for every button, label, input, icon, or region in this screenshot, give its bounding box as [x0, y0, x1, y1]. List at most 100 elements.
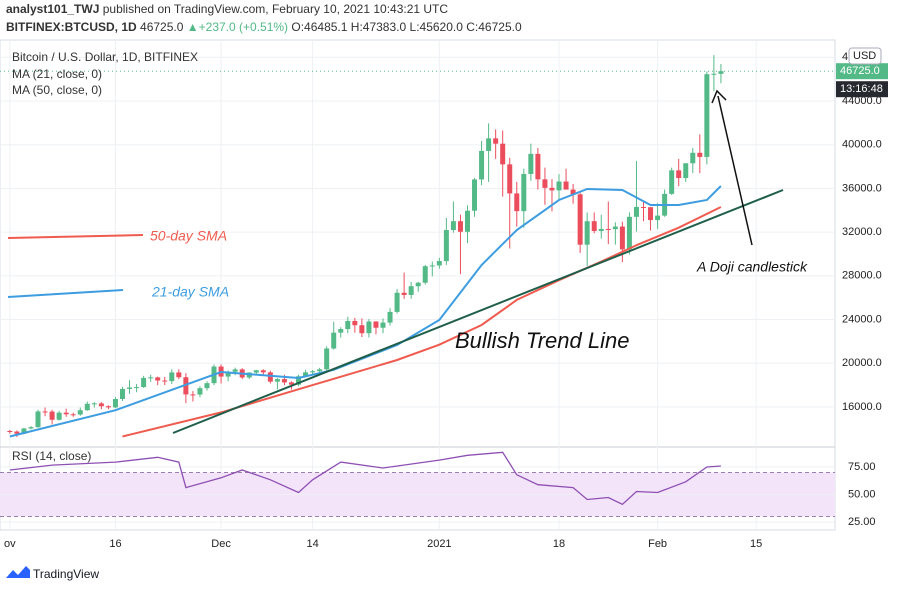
quote: H:47383.0 [351, 20, 407, 34]
candle-body [176, 372, 182, 378]
candle-body [197, 388, 203, 395]
legend-line [7, 234, 144, 239]
y-tick-label: 75.00 [848, 461, 876, 473]
arrow [717, 95, 753, 246]
candle-body [450, 221, 456, 231]
candle-body [676, 170, 682, 179]
y-tick-label: 50.00 [848, 488, 876, 500]
candle-body [14, 431, 20, 434]
candle-body [91, 403, 97, 405]
author: analyst101_TWJ [6, 2, 99, 16]
candle-body [612, 226, 618, 230]
candle-body [274, 379, 280, 382]
x-tick-label: 15 [750, 538, 762, 550]
annotation: Bullish Trend Line [455, 328, 629, 353]
quote-line: BITFINEX:BTCUSD, 1D 46725.0 ▲+237.0 (+0.… [6, 20, 522, 34]
candle-body [690, 152, 696, 164]
quote: 46725.0 [140, 20, 184, 34]
candle-body [570, 189, 576, 195]
candle-body [303, 372, 309, 377]
y-tick-label: 24000.0 [842, 313, 882, 325]
legend-title: Bitcoin / U.S. Dollar, 1D, BITFINEX [12, 50, 198, 64]
candle-body [507, 164, 513, 194]
candle-body [457, 221, 463, 232]
candle-body [281, 379, 287, 383]
candle-body [591, 221, 597, 232]
logo-icon [6, 566, 30, 578]
candle-body [648, 207, 654, 221]
legend-entry: MA (50, close, 0) [12, 83, 102, 97]
candle-body [35, 411, 41, 428]
candle-body [331, 332, 337, 349]
candle-body [359, 325, 365, 334]
y-tick-label: 36000.0 [842, 182, 882, 194]
x-tick-label: Feb [648, 538, 667, 550]
candle-body [28, 427, 34, 429]
candle-body [655, 215, 661, 221]
candle-body [127, 387, 133, 389]
logo: TradingView [33, 567, 99, 581]
candle-body [204, 383, 210, 389]
candle-body [556, 181, 562, 191]
candle-body [260, 370, 266, 373]
candle-body [626, 216, 632, 250]
candle-body [598, 228, 604, 232]
candle-body [155, 377, 161, 381]
x-tick-label: 16 [109, 538, 121, 550]
annotation: 21-day SMA [151, 284, 229, 300]
candle-body [380, 322, 386, 328]
candle-body [415, 282, 421, 287]
quote: L:45620.0 [410, 20, 464, 34]
candle-body [669, 170, 675, 194]
quote: +237.0 (+0.51%) [199, 20, 288, 34]
ma-line [9, 185, 722, 438]
candle-body [267, 372, 273, 382]
countdown: 13:16:48 [840, 83, 883, 95]
price-box [836, 63, 888, 80]
candle-body [479, 150, 485, 180]
candle-body [63, 412, 69, 415]
symbol: BITFINEX:BTCUSD, 1D [6, 20, 137, 34]
candle-body [49, 411, 55, 420]
candle-body [148, 377, 154, 379]
candle-body [225, 371, 231, 377]
candle-body [711, 73, 717, 75]
candle-body [169, 372, 175, 382]
x-tick-label: 2021 [427, 538, 451, 550]
x-tick-label: ov [4, 538, 16, 550]
candle-body [486, 138, 492, 151]
header-line: analyst101_TWJ published on TradingView.… [6, 2, 448, 16]
rsi-title: RSI (14, close) [12, 449, 91, 463]
candle-body [296, 376, 302, 385]
candle-body [317, 369, 323, 372]
candle-body [366, 321, 372, 334]
candle-body [640, 206, 646, 208]
candle-body [162, 380, 168, 382]
candle-body [584, 221, 590, 245]
candle-body [401, 292, 407, 295]
x-tick-label: 18 [553, 538, 565, 550]
candle-body [253, 370, 259, 373]
legend-line [7, 289, 124, 298]
pane-frame [0, 39, 836, 531]
candle-body [563, 181, 569, 190]
currency-box [848, 47, 882, 65]
candle-body [232, 369, 238, 372]
candle-body [190, 394, 196, 396]
candle-body [408, 286, 414, 295]
candle-body [183, 377, 189, 395]
quote: ▲ [187, 20, 199, 34]
candle-body [528, 153, 534, 174]
candle-body [443, 230, 449, 262]
candle-body [42, 411, 48, 413]
candle-body [352, 320, 358, 326]
candle-body [112, 398, 118, 408]
candle-body [98, 403, 104, 407]
candle-body [436, 261, 442, 266]
legend-entry: MA (21, close, 0) [12, 67, 102, 81]
candle-body [605, 228, 611, 230]
candle-body [338, 329, 344, 333]
candle-body [394, 292, 400, 312]
price-label: 46725.0 [840, 65, 880, 77]
candle-body [77, 410, 83, 415]
